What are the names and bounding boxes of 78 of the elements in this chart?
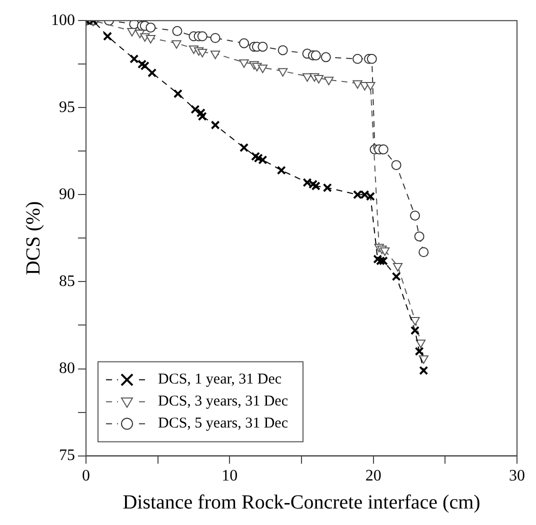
point	[392, 263, 403, 272]
point	[276, 166, 286, 175]
point	[320, 52, 331, 62]
point	[254, 154, 263, 163]
point	[148, 68, 157, 78]
point	[190, 104, 200, 114]
point	[391, 160, 402, 170]
point	[198, 48, 208, 58]
x-tick-label: 30	[509, 468, 525, 485]
point	[258, 155, 268, 164]
y-tick-label: 75	[59, 447, 75, 464]
point	[172, 40, 182, 49]
y-tick-label: 85	[59, 272, 75, 290]
point	[258, 42, 268, 52]
y-tick-label: 90	[59, 186, 75, 203]
point	[314, 75, 324, 84]
point	[210, 33, 220, 44]
point	[127, 28, 137, 37]
point	[414, 346, 424, 356]
x-tick-label: 10	[222, 468, 238, 485]
point	[392, 272, 401, 282]
point	[302, 178, 312, 188]
point	[146, 35, 156, 44]
point	[173, 89, 182, 98]
point	[278, 68, 288, 77]
point	[103, 32, 112, 41]
point	[210, 120, 220, 130]
point	[239, 59, 249, 68]
point	[210, 50, 220, 60]
point	[366, 54, 377, 64]
point	[418, 355, 428, 364]
point	[419, 366, 428, 376]
point	[250, 152, 260, 161]
point	[240, 143, 249, 152]
point	[373, 254, 382, 264]
point	[197, 31, 208, 42]
point	[258, 64, 268, 74]
x-axis-title: Distance from Rock-Concrete interface (cm)	[122, 491, 480, 514]
y-tick-label: 100	[51, 12, 75, 29]
point	[322, 183, 332, 192]
point	[198, 112, 207, 121]
point	[137, 60, 147, 69]
point	[324, 76, 334, 86]
y-tick-label: 95	[59, 98, 75, 116]
point	[410, 317, 420, 326]
point	[239, 38, 250, 48]
point	[146, 22, 156, 33]
point	[352, 190, 362, 200]
x-tick-label: 0	[82, 468, 90, 485]
point	[378, 144, 388, 154]
point	[196, 108, 206, 118]
legend-label: DCS, 5 years, 31 Dec	[158, 416, 288, 432]
legend-label: DCS, 3 years, 31 Dec	[158, 394, 288, 410]
point	[140, 61, 150, 70]
point	[414, 231, 424, 242]
point	[308, 180, 318, 189]
x-tick-label: 20	[365, 468, 382, 485]
point	[311, 181, 320, 191]
y-axis-title: DCS (%)	[22, 201, 44, 276]
point	[376, 256, 386, 266]
point	[410, 326, 420, 335]
legend-label: DCS, 1 year, 31 Dec	[158, 372, 282, 388]
point	[352, 54, 363, 64]
point	[378, 256, 388, 266]
point	[418, 247, 429, 258]
point	[302, 73, 312, 82]
point	[360, 190, 370, 200]
point	[310, 50, 321, 60]
point	[366, 82, 376, 91]
point	[410, 210, 420, 221]
point	[380, 247, 390, 256]
point	[172, 26, 182, 36]
point	[130, 54, 139, 64]
point	[366, 192, 375, 201]
point	[278, 45, 288, 56]
y-tick-label: 80	[59, 360, 75, 377]
point	[416, 340, 426, 348]
point	[352, 80, 362, 89]
